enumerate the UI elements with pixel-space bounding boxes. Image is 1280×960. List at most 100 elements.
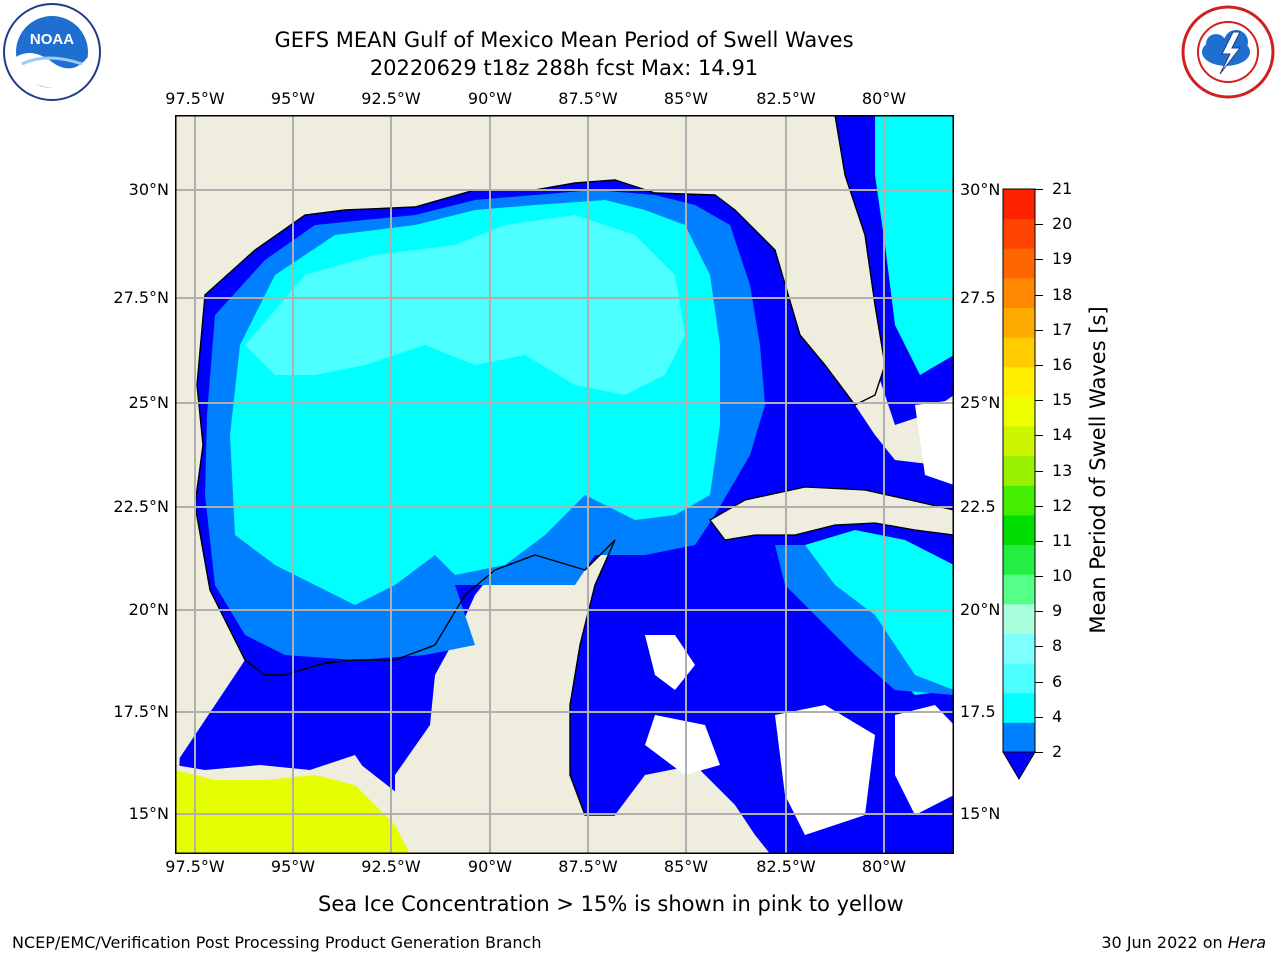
- lon-top-label: 85°W: [663, 89, 709, 108]
- footer-date: 30 Jun 2022 on Hera: [1101, 933, 1266, 953]
- map-svg: [175, 114, 955, 860]
- lon-top-label: 82.5°W: [756, 89, 816, 108]
- colorbar-tick-label: 9: [1052, 601, 1063, 621]
- lon-top-label: 80°W: [861, 89, 907, 108]
- caribbean-midblue: [775, 545, 954, 695]
- colorbar-tick-mark: [1035, 329, 1043, 331]
- nodata-patch: [645, 715, 720, 775]
- atlantic-cyan: [875, 115, 954, 375]
- colorbar-segment: [1003, 248, 1035, 279]
- lat-right-label: 27.5: [960, 288, 996, 307]
- chart-subtitle: 20220629 t18z 288h fcst Max: 14.91: [369, 56, 759, 80]
- lon-bottom-label: 80°W: [861, 857, 907, 876]
- noaa-logo-text: NOAA: [30, 31, 74, 48]
- lon-bottom-label: 82.5°W: [756, 857, 816, 876]
- florida-land: [575, 115, 885, 405]
- colorbar-label: Mean Period of Swell Waves [s]: [1086, 306, 1110, 634]
- lat-left-label: 25°N: [128, 393, 169, 412]
- lon-bottom-label: 95°W: [270, 857, 316, 876]
- colorbar-tick-label: 8: [1052, 636, 1063, 656]
- lat-right-label: 15°N: [960, 804, 1001, 823]
- lat-left-label: 30°N: [128, 180, 169, 199]
- coastline: [196, 114, 886, 406]
- colorbar-segment: [1003, 485, 1035, 516]
- lat-left-label: 17.5°N: [113, 702, 169, 721]
- colorbar-tick-label: 20: [1052, 214, 1073, 234]
- colorbar-tick-mark: [1035, 681, 1043, 683]
- lat-right-label: 17.5: [960, 702, 996, 721]
- colorbar-segment: [1003, 633, 1035, 664]
- colorbar-segment: [1003, 544, 1035, 575]
- graticule: [175, 115, 954, 854]
- lat-right-label: 25°N: [960, 393, 1001, 412]
- coastline: [194, 384, 616, 816]
- colorbar-segment: [1003, 337, 1035, 368]
- nws-logo: [1178, 4, 1278, 100]
- colorbar-tick-mark: [1035, 470, 1043, 472]
- colorbar-segment: [1003, 396, 1035, 427]
- lon-bottom-label: 90°W: [467, 857, 513, 876]
- colorbar: [1000, 186, 1040, 786]
- colorbar-tick-mark: [1035, 540, 1043, 542]
- colorbar-segment: [1003, 366, 1035, 397]
- colorbar-tick-label: 18: [1052, 284, 1073, 304]
- colorbar-tick-label: 21: [1052, 179, 1073, 198]
- colorbar-segment: [1003, 189, 1035, 220]
- footer-credit: NCEP/EMC/Verification Post Processing Pr…: [12, 933, 542, 952]
- colorbar-tick-label: 12: [1052, 495, 1073, 515]
- colorbar-tick-mark: [1035, 752, 1043, 753]
- colorbar-tick-label: 19: [1052, 249, 1073, 269]
- lon-bottom-label: 97.5°W: [165, 857, 225, 876]
- lon-top-label: 95°W: [270, 89, 316, 108]
- lon-top-label: 92.5°W: [361, 89, 421, 108]
- map-frame: [175, 115, 954, 854]
- colorbar-tick-label: 11: [1052, 530, 1073, 550]
- caribbean-cyan: [795, 530, 954, 695]
- mexico-land: [175, 115, 535, 765]
- nodata-patch: [915, 400, 954, 485]
- colorbar-segment: [1003, 277, 1035, 309]
- colorbar-extend-arrow: [1002, 751, 1036, 780]
- colorbar-segment: [1003, 722, 1035, 753]
- nodata-patch: [775, 705, 875, 835]
- colorbar-tick-mark: [1035, 716, 1043, 718]
- colorbar-tick-mark: [1035, 294, 1043, 296]
- gulf-lightcyan: [245, 215, 685, 395]
- chart-title: GEFS MEAN Gulf of Mexico Mean Period of …: [274, 28, 854, 52]
- colorbar-tick-label: 13: [1052, 460, 1073, 480]
- colorbar-segment: [1003, 603, 1035, 634]
- nodata-patch: [895, 705, 954, 815]
- colorbar-segment: [1003, 455, 1035, 486]
- lon-top-label: 97.5°W: [165, 89, 225, 108]
- colorbar-tick-label: 14: [1052, 425, 1073, 445]
- colorbar-tick-mark: [1035, 435, 1043, 437]
- colorbar-tick-mark: [1035, 259, 1043, 261]
- lat-left-label: 20°N: [128, 600, 169, 619]
- colorbar-segment: [1003, 307, 1035, 338]
- colorbar-tick-mark: [1035, 364, 1043, 366]
- lon-bottom-label: 85°W: [663, 857, 709, 876]
- colorbar-segment: [1003, 574, 1035, 605]
- lon-top-label: 87.5°W: [558, 89, 618, 108]
- colorbar-tick-mark: [1035, 189, 1043, 190]
- cuba-land: [709, 486, 955, 541]
- colorbar-tick-label: 2: [1052, 742, 1063, 761]
- lat-right-label: 30°N: [960, 180, 1001, 199]
- colorbar-tick-label: 4: [1052, 706, 1063, 726]
- colorbar-segment: [1003, 218, 1035, 249]
- colorbar-tick-mark: [1035, 611, 1043, 613]
- lon-top-label: 90°W: [467, 89, 513, 108]
- colorbar-segment: [1003, 514, 1035, 546]
- colorbar-tick-mark: [1035, 224, 1043, 226]
- colorbar-segment: [1003, 426, 1035, 457]
- lon-bottom-label: 92.5°W: [361, 857, 421, 876]
- footer-date-text: 30 Jun 2022 on: [1101, 933, 1228, 952]
- map-panel: [175, 114, 955, 860]
- colorbar-tick-mark: [1035, 576, 1043, 578]
- footer-host: Hera: [1227, 933, 1266, 952]
- colorbar-tick-mark: [1035, 505, 1043, 507]
- colorbar-tick-label: 10: [1052, 566, 1073, 586]
- lat-right-label: 20°N: [960, 600, 1001, 619]
- nodata-patch: [645, 635, 695, 690]
- colorbar-tick-label: 6: [1052, 671, 1063, 691]
